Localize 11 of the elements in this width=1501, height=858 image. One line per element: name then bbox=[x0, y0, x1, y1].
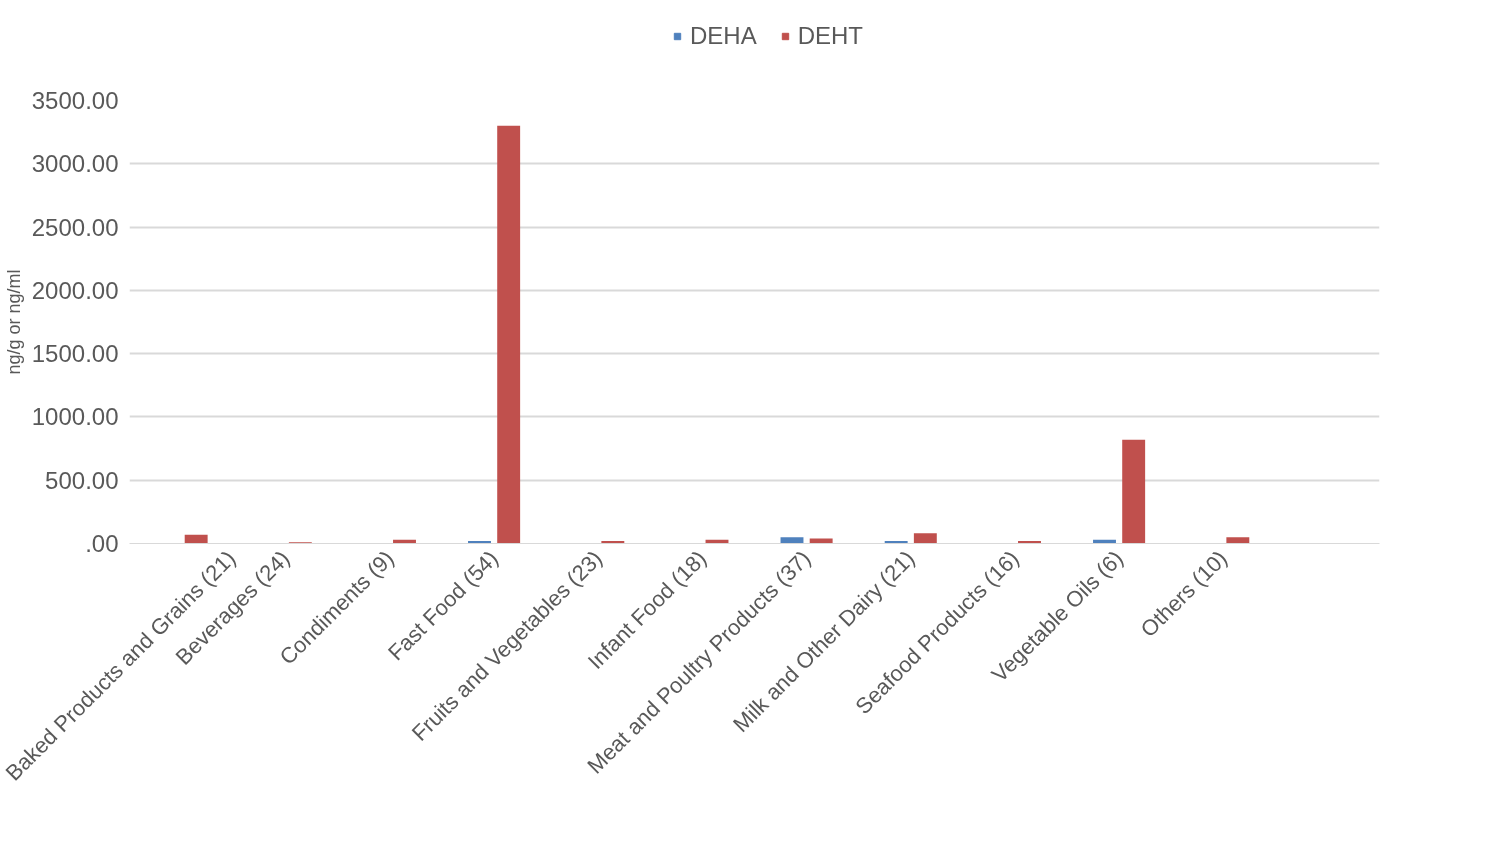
legend-label: DEHA bbox=[690, 22, 757, 50]
y-tick-label: 1500.00 bbox=[31, 340, 119, 368]
y-tick-label: 3000.00 bbox=[31, 150, 119, 178]
y-tick-label: .00 bbox=[85, 530, 119, 557]
y-tick-label: 2000.00 bbox=[31, 276, 119, 304]
legend-label: DEHT bbox=[797, 22, 864, 50]
y-tick-label: 500.00 bbox=[45, 466, 119, 494]
y-tick-label: 3500.00 bbox=[31, 87, 119, 114]
y-axis-title: ng/g or ng/ml bbox=[3, 269, 24, 375]
y-tick-label: 2500.00 bbox=[31, 213, 119, 241]
y-tick-label: 1000.00 bbox=[31, 403, 119, 431]
